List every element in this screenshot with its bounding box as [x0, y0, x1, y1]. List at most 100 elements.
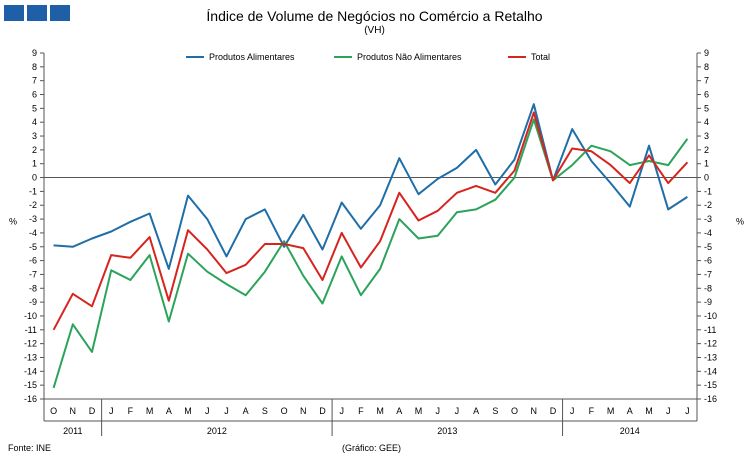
y-tick-label-right: -2 — [704, 200, 712, 210]
series-line-3 — [52, 111, 689, 331]
y-tick-label-left: -11 — [25, 325, 37, 335]
x-tick-label: O — [281, 406, 288, 416]
y-tick-label-left: -14 — [24, 366, 37, 376]
y-tick-label-right: -5 — [704, 242, 712, 252]
x-tick-label: M — [607, 406, 615, 416]
x-tick-label: N — [531, 406, 538, 416]
y-tick-label-left: -15 — [24, 380, 37, 390]
x-tick-label: J — [685, 406, 690, 416]
series-line-1 — [53, 103, 688, 270]
x-tick-label: O — [50, 406, 57, 416]
legend-label-3: Total — [531, 52, 550, 62]
x-tick-label: F — [358, 406, 364, 416]
y-tick-label-left: 6 — [32, 90, 37, 100]
y-tick-label-right: -14 — [704, 366, 717, 376]
y-tick-label-right: -9 — [704, 297, 712, 307]
x-tick-label: J — [109, 406, 114, 416]
y-axis-label-right: % — [736, 217, 744, 227]
year-label: 2012 — [207, 426, 227, 436]
x-tick-label: D — [89, 406, 96, 416]
y-tick-label-right: -11 — [704, 325, 716, 335]
y-tick-label-right: -8 — [704, 283, 712, 293]
y-tick-label-right: -1 — [704, 186, 712, 196]
y-tick-label-right: 3 — [704, 131, 709, 141]
y-tick-label-left: 9 — [32, 48, 37, 58]
y-tick-label-right: 1 — [704, 159, 709, 169]
y-tick-label-left: 1 — [32, 159, 37, 169]
y-tick-label-left: 5 — [32, 103, 37, 113]
y-tick-label-right: -7 — [704, 269, 712, 279]
logo-blocks — [4, 5, 70, 21]
x-tick-label: D — [319, 406, 326, 416]
y-tick-label-left: -10 — [24, 311, 37, 321]
x-tick-label: A — [473, 406, 479, 416]
y-tick-label-left: 2 — [32, 145, 37, 155]
x-tick-label: S — [492, 406, 498, 416]
y-tick-label-right: 8 — [704, 62, 709, 72]
x-tick-label: A — [396, 406, 402, 416]
source-note: Fonte: INE — [8, 443, 52, 453]
y-tick-label-left: -1 — [29, 186, 37, 196]
y-tick-label-right: -6 — [704, 256, 712, 266]
chart-title: Índice de Volume de Negócios no Comércio… — [206, 8, 543, 24]
y-tick-label-right: -16 — [704, 394, 717, 404]
x-tick-label: A — [166, 406, 172, 416]
legend-label-1: Produtos Alimentares — [209, 52, 295, 62]
y-tick-label-left: -3 — [29, 214, 37, 224]
logo-block-1 — [4, 5, 24, 21]
y-tick-label-right: -13 — [704, 352, 717, 362]
y-tick-label-right: 7 — [704, 76, 709, 86]
y-tick-label-left: -13 — [24, 352, 37, 362]
y-tick-label-left: 8 — [32, 62, 37, 72]
x-tick-label: J — [435, 406, 440, 416]
logo-block-3 — [50, 5, 70, 21]
series-line-2 — [52, 118, 689, 389]
y-tick-label-right: -10 — [704, 311, 717, 321]
x-tick-label: F — [128, 406, 134, 416]
x-tick-label: S — [262, 406, 268, 416]
y-tick-label-right: -15 — [704, 380, 717, 390]
x-tick-label: M — [184, 406, 192, 416]
line-chart: Produtos Alimentares Produtos Não Aliment… — [9, 48, 744, 436]
x-tick-label: M — [376, 406, 384, 416]
year-label: 2014 — [620, 426, 640, 436]
y-tick-label-left: -6 — [29, 256, 37, 266]
x-tick-label: M — [146, 406, 154, 416]
x-tick-label: A — [243, 406, 249, 416]
legend-label-2: Produtos Não Alimentares — [357, 52, 462, 62]
y-tick-label-right: 4 — [704, 117, 709, 127]
y-axis-label-left: % — [9, 217, 17, 227]
x-tick-label: O — [511, 406, 518, 416]
y-tick-label-left: 3 — [32, 131, 37, 141]
y-tick-label-right: 2 — [704, 145, 709, 155]
y-tick-label-left: -12 — [24, 339, 37, 349]
y-tick-label-left: -9 — [29, 297, 37, 307]
x-tick-label: J — [224, 406, 229, 416]
x-tick-label: J — [570, 406, 575, 416]
y-tick-label-left: 0 — [32, 173, 37, 183]
x-tick-label: D — [550, 406, 557, 416]
year-label: 2013 — [437, 426, 457, 436]
y-tick-label-left: -4 — [29, 228, 37, 238]
x-tick-label: J — [205, 406, 210, 416]
x-tick-label: N — [300, 406, 307, 416]
y-tick-label-left: -8 — [29, 283, 37, 293]
year-label: 2011 — [63, 426, 82, 436]
logo-block-2 — [27, 5, 47, 21]
y-tick-label-left: -7 — [29, 269, 37, 279]
y-tick-label-left: -16 — [24, 394, 37, 404]
x-tick-label: N — [70, 406, 77, 416]
y-tick-label-right: 6 — [704, 90, 709, 100]
credit-note: (Gráfico: GEE) — [342, 443, 402, 453]
y-tick-label-left: 7 — [32, 76, 37, 86]
y-tick-label-left: 4 — [32, 117, 37, 127]
y-tick-label-right: -4 — [704, 228, 712, 238]
axes: 9 9 8 8 7 7 6 6 5 5 4 4 3 3 2 2 1 1 0 0 -1 -1 -2 -2 -3 -3 -4 -4 -5 -5… — [9, 48, 744, 436]
x-tick-label: J — [339, 406, 344, 416]
x-tick-label: J — [455, 406, 460, 416]
y-tick-label-right: -12 — [704, 339, 717, 349]
y-tick-label-left: -5 — [29, 242, 37, 252]
y-tick-label-right: 9 — [704, 48, 709, 58]
y-tick-label-right: 0 — [704, 173, 709, 183]
y-tick-label-right: 5 — [704, 103, 709, 113]
